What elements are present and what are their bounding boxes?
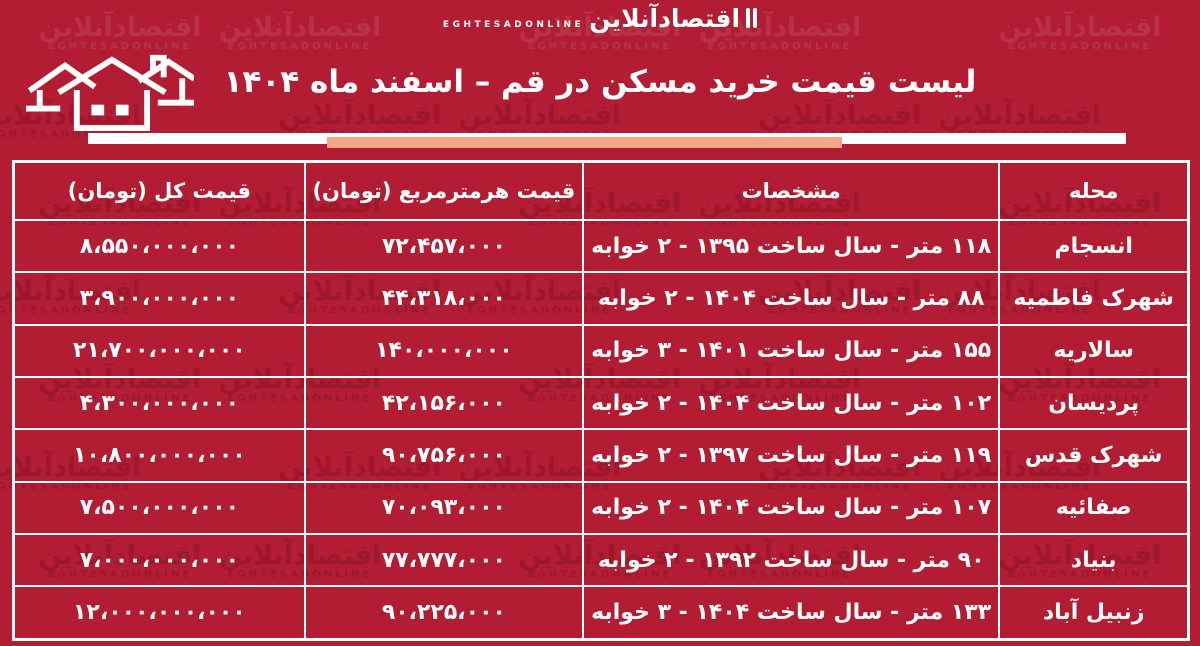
cell-total: ۱۰،۸۰۰،۰۰۰،۰۰۰ xyxy=(12,428,306,483)
logo-text-fa: اقتصادآنلاین xyxy=(589,4,741,33)
table-row: شهرک فاطمیه ۸۸ متر - سال ساخت ۱۴۰۴ - ۲ خ… xyxy=(12,271,1190,326)
table-row: انسجام ۱۱۸ متر - سال ساخت ۱۳۹۵ - ۲ خوابه… xyxy=(12,218,1190,274)
cell-price-per-m2: ۹۰،۲۲۵،۰۰۰ xyxy=(303,585,585,641)
col-header-specs: مشخصات xyxy=(581,160,1001,221)
cell-price-per-m2: ۱۴۰،۰۰۰،۰۰۰ xyxy=(303,323,585,378)
cell-specs: ۹۰ متر - سال ساخت ۱۳۹۲ - ۲ خوابه xyxy=(581,532,1001,588)
cell-neighborhood: شهرک فاطمیه xyxy=(998,271,1190,326)
col-header-neighborhood: محله xyxy=(998,160,1190,221)
cell-neighborhood: سالاریه xyxy=(998,323,1190,378)
price-table-wrap: محله مشخصات قیمت هرمترمربع (تومان) قیمت … xyxy=(12,160,1190,641)
cell-price-per-m2: ۷۰،۰۹۳،۰۰۰ xyxy=(303,480,585,535)
cell-neighborhood: انسجام xyxy=(998,218,1190,274)
cell-specs: ۱۱۸ متر - سال ساخت ۱۳۹۵ - ۲ خوابه xyxy=(581,218,1001,274)
cell-total: ۳،۹۰۰،۰۰۰،۰۰۰ xyxy=(12,271,306,326)
cell-specs: ۱۱۹ متر - سال ساخت ۱۳۹۷ - ۲ خوابه xyxy=(581,428,1001,483)
cell-price-per-m2: ۷۷،۷۷۷،۰۰۰ xyxy=(303,532,585,588)
cell-neighborhood: پردیسان xyxy=(998,375,1190,431)
logo-text-en: EGHTESADONLINE xyxy=(442,20,585,30)
cell-specs: ۱۵۵ متر - سال ساخت ۱۴۰۱ - ۳ خوابه xyxy=(581,323,1001,378)
cell-specs: ۱۰۲ متر - سال ساخت ۱۴۰۴ - ۲ خوابه xyxy=(581,375,1001,431)
cell-price-per-m2: ۹۰،۷۵۶،۰۰۰ xyxy=(303,428,585,483)
cell-total: ۴،۳۰۰،۰۰۰،۰۰۰ xyxy=(12,375,306,431)
cell-specs: ۱۳۳ متر - سال ساخت ۱۴۰۴ - ۳ خوابه xyxy=(581,585,1001,641)
table-row: شهرک قدس ۱۱۹ متر - سال ساخت ۱۳۹۷ - ۲ خوا… xyxy=(12,428,1190,483)
logo-bars-icon xyxy=(746,8,758,28)
table-row: سالاریه ۱۵۵ متر - سال ساخت ۱۴۰۱ - ۳ خواب… xyxy=(12,323,1190,378)
cell-neighborhood: بنیاد xyxy=(998,532,1190,588)
cell-total: ۷،۰۰۰،۰۰۰،۰۰۰ xyxy=(12,532,306,588)
cell-total: ۲۱،۷۰۰،۰۰۰،۰۰۰ xyxy=(12,323,306,378)
cell-price-per-m2: ۷۲،۴۵۷،۰۰۰ xyxy=(303,218,585,274)
brand-logo: اقتصادآنلاین EGHTESADONLINE xyxy=(0,6,1200,32)
page-title: لیست قیمت خرید مسکن در قم – اسفند ماه ۱۴… xyxy=(223,64,977,100)
cell-price-per-m2: ۴۴،۳۱۸،۰۰۰ xyxy=(303,271,585,326)
cell-price-per-m2: ۴۲،۱۵۶،۰۰۰ xyxy=(303,375,585,431)
col-header-price-per-m2: قیمت هرمترمربع (تومان) xyxy=(303,160,585,221)
cell-total: ۱۲،۰۰۰،۰۰۰،۰۰۰ xyxy=(12,585,306,641)
houses-icon xyxy=(25,50,197,136)
cell-specs: ۸۸ متر - سال ساخت ۱۴۰۴ - ۲ خوابه xyxy=(581,271,1001,326)
table-row: زنبیل آباد ۱۳۳ متر - سال ساخت ۱۴۰۴ - ۳ خ… xyxy=(12,585,1190,641)
title-underline-salmon xyxy=(327,137,842,148)
cell-total: ۷،۵۰۰،۰۰۰،۰۰۰ xyxy=(12,480,306,535)
table-row: بنیاد ۹۰ متر - سال ساخت ۱۳۹۲ - ۲ خوابه ۷… xyxy=(12,532,1190,588)
cell-neighborhood: صفائیه xyxy=(998,480,1190,535)
col-header-total: قیمت کل (تومان) xyxy=(12,160,306,221)
price-table: محله مشخصات قیمت هرمترمربع (تومان) قیمت … xyxy=(12,160,1190,641)
cell-specs: ۱۰۷ متر - سال ساخت ۱۴۰۴ - ۲ خوابه xyxy=(581,480,1001,535)
cell-neighborhood: شهرک قدس xyxy=(998,428,1190,483)
table-row: پردیسان ۱۰۲ متر - سال ساخت ۱۴۰۴ - ۲ خواب… xyxy=(12,375,1190,431)
header-row: محله مشخصات قیمت هرمترمربع (تومان) قیمت … xyxy=(12,160,1190,221)
table-row: صفائیه ۱۰۷ متر - سال ساخت ۱۴۰۴ - ۲ خوابه… xyxy=(12,480,1190,535)
cell-total: ۸،۵۵۰،۰۰۰،۰۰۰ xyxy=(12,218,306,274)
cell-neighborhood: زنبیل آباد xyxy=(998,585,1190,641)
